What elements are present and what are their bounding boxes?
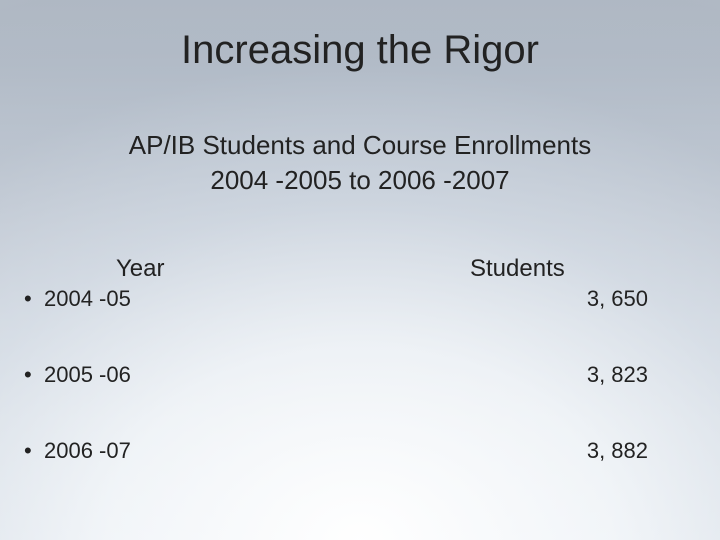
cell-students: 3, 650 bbox=[587, 286, 648, 312]
table-row: • 2005 -06 3, 823 bbox=[0, 362, 720, 438]
header-students: Students bbox=[470, 255, 565, 283]
slide-title: Increasing the Rigor bbox=[0, 28, 720, 73]
cell-year: 2004 -05 bbox=[44, 286, 131, 312]
subtitle-line-2: 2004 -2005 to 2006 -2007 bbox=[0, 163, 720, 198]
table-row: • 2004 -05 3, 650 bbox=[0, 286, 720, 362]
bullet-icon: • bbox=[24, 362, 32, 388]
cell-year: 2005 -06 bbox=[44, 362, 131, 388]
header-year: Year bbox=[116, 255, 165, 283]
slide-subtitle: AP/IB Students and Course Enrollments 20… bbox=[0, 128, 720, 198]
data-rows: • 2004 -05 3, 650 • 2005 -06 3, 823 • 20… bbox=[0, 286, 720, 514]
cell-students: 3, 882 bbox=[587, 438, 648, 464]
table-row: • 2006 -07 3, 882 bbox=[0, 438, 720, 514]
bullet-icon: • bbox=[24, 286, 32, 312]
subtitle-line-1: AP/IB Students and Course Enrollments bbox=[0, 128, 720, 163]
slide: Increasing the Rigor AP/IB Students and … bbox=[0, 0, 720, 540]
cell-students: 3, 823 bbox=[587, 362, 648, 388]
bullet-icon: • bbox=[24, 438, 32, 464]
cell-year: 2006 -07 bbox=[44, 438, 131, 464]
